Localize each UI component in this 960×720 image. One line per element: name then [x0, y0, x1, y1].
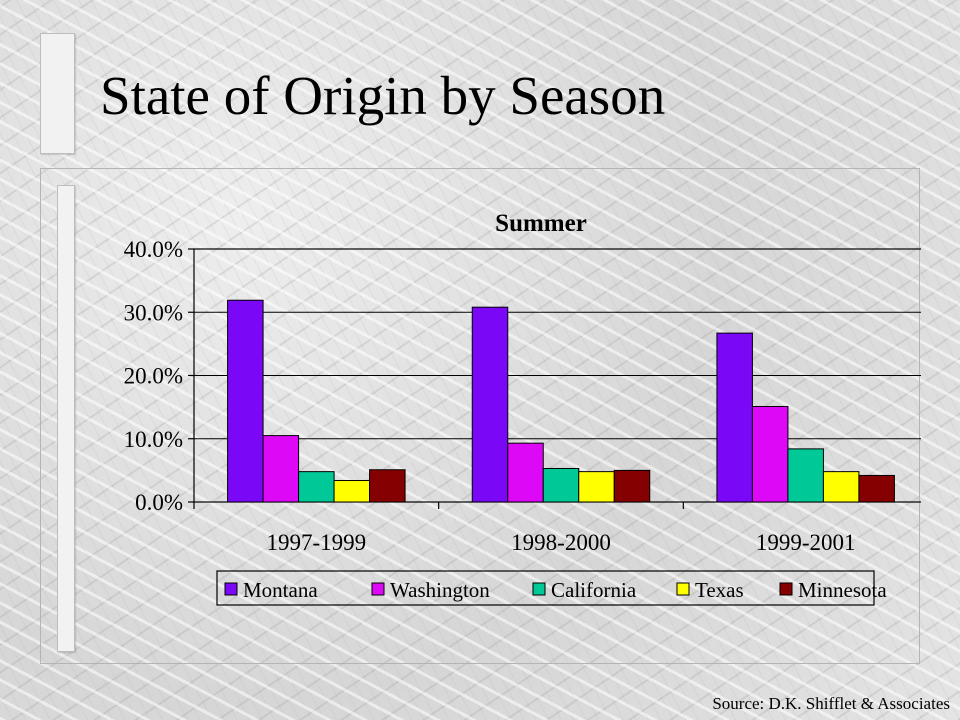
bar-minnesota-1999-2001 — [858, 474, 895, 503]
chart-accent-bar — [57, 185, 75, 652]
y-tick-label: 20.0% — [124, 364, 183, 389]
legend-label-minnesota: Minnesota — [798, 578, 887, 602]
legend-label-washington: Washington — [390, 578, 490, 602]
chart-frame: Summer 0.0% 10.0% 20.0% 30.0% 40.0% 1997-1999 1… — [40, 168, 921, 664]
bar-washington-1999-2001 — [751, 405, 789, 503]
legend-label-texas: Texas — [695, 578, 744, 602]
bar-california-1997-1999 — [298, 471, 335, 503]
x-tick-label: 1997-1999 — [266, 530, 366, 555]
bar-montana-1997-1999 — [227, 299, 264, 503]
source-note: Source: D.K. Shifflet & Associates — [712, 694, 950, 713]
legend-label-california: California — [551, 578, 637, 602]
bar-montana-1999-2001 — [716, 332, 753, 503]
legend-swatch-california — [532, 582, 546, 596]
bar-california-1999-2001 — [787, 448, 824, 503]
bar-montana-1998-2000 — [471, 306, 509, 503]
y-tick-label: 40.0% — [124, 237, 183, 262]
bar-texas-1997-1999 — [333, 479, 371, 503]
chart-title: Summer — [495, 210, 587, 237]
bar-washington-1997-1999 — [262, 435, 300, 503]
bar-minnesota-1997-1999 — [369, 469, 406, 503]
slide-title: State of Origin by Season — [100, 65, 666, 126]
y-tick-label: 10.0% — [124, 427, 183, 452]
bar-texas-1999-2001 — [822, 471, 860, 503]
legend-swatch-montana — [224, 582, 238, 596]
y-tick-label: 30.0% — [124, 300, 183, 325]
bar-minnesota-1998-2000 — [613, 469, 651, 503]
legend-label-montana: Montana — [243, 578, 318, 602]
x-tick-label: 1999-2001 — [756, 530, 856, 555]
legend-swatch-washington — [371, 582, 385, 596]
x-tick-label: 1998-2000 — [511, 530, 611, 555]
bar-chart: Summer 0.0% 10.0% 20.0% 30.0% 40.0% 1997-1999 1… — [124, 210, 921, 606]
legend-swatch-texas — [676, 582, 690, 596]
bar-washington-1998-2000 — [507, 442, 544, 503]
bar-texas-1998-2000 — [578, 471, 615, 503]
y-tick-label: 0.0% — [135, 490, 183, 515]
legend-swatch-minnesota — [779, 582, 793, 596]
bar-california-1998-2000 — [542, 467, 580, 503]
title-accent-bar — [40, 33, 75, 154]
legend — [216, 570, 875, 606]
